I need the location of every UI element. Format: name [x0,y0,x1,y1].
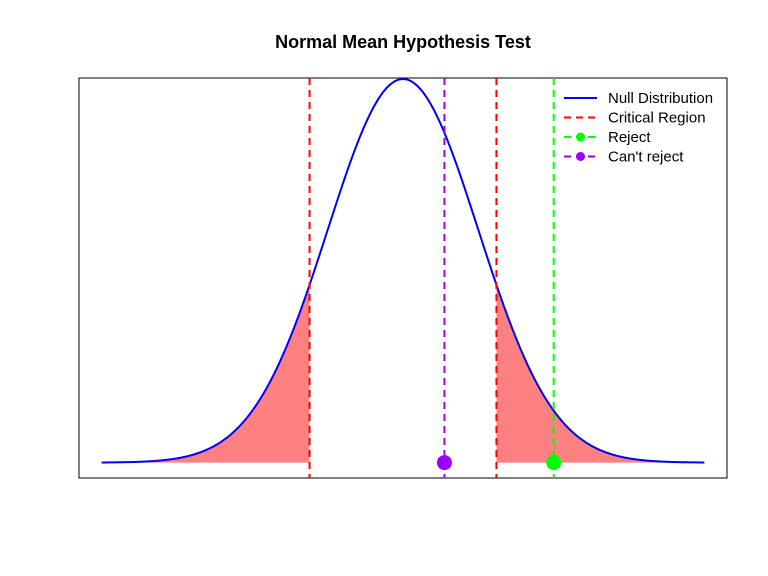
plot-frame [78,77,728,479]
critical-region-fills [101,284,705,463]
chart-lines [101,78,705,478]
legend-label-null-distribution: Null Distribution [608,90,713,107]
critical-fill-right [496,284,705,463]
legend-item-can-t-reject: Can't reject [564,149,684,166]
legend-marker-can-t-reject [576,152,585,161]
null-distribution-line [101,78,705,464]
chart-title: Normal Mean Hypothesis Test [275,32,531,52]
legend-item-reject: Reject [564,129,651,146]
legend-item-critical-region: Critical Region [564,110,706,127]
critical-fill-left [101,284,310,463]
legend-label-can-t-reject: Can't reject [608,149,684,166]
legend-label-reject: Reject [608,129,651,146]
legend-label-critical-region: Critical Region [608,110,706,127]
legend-marker-reject [576,132,585,142]
observation-points [436,455,562,471]
observation-point-can-t-reject [436,455,452,471]
legend: Null Distribution Critical Region Reject Ca… [556,85,726,171]
observation-point-reject [546,455,562,471]
legend-item-null-distribution: Null Distribution [564,90,713,107]
